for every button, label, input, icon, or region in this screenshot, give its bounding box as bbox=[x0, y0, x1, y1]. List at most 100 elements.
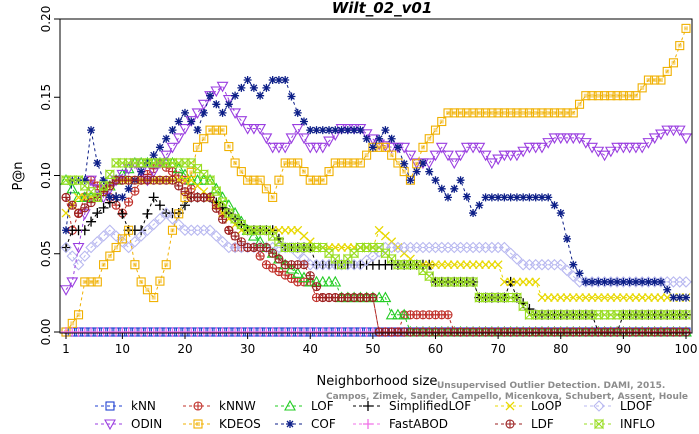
point-ldf bbox=[261, 242, 271, 253]
point-kdeos bbox=[424, 134, 434, 144]
point-kdeos bbox=[606, 91, 616, 101]
x-tick-label: 80 bbox=[553, 342, 568, 356]
point-kdeos bbox=[86, 277, 96, 287]
point-cof bbox=[494, 193, 503, 202]
point-ldof bbox=[97, 230, 110, 242]
point-odin bbox=[366, 134, 379, 146]
point-odin bbox=[510, 150, 523, 162]
x-axis-label: Neighborhood size bbox=[317, 374, 438, 389]
point-cof bbox=[231, 91, 240, 100]
legend-marker bbox=[594, 418, 604, 430]
point-odin bbox=[272, 142, 285, 154]
point-cof bbox=[450, 184, 459, 193]
point-odin bbox=[335, 124, 348, 135]
point-cof bbox=[155, 143, 164, 152]
x-axis: 1 10 20 30 40 50 60 70 80 90 100 bbox=[62, 332, 697, 356]
point-cof bbox=[650, 277, 659, 286]
point-lof bbox=[247, 229, 260, 241]
point-odin bbox=[122, 164, 135, 175]
point-cof bbox=[80, 176, 89, 185]
point-odin bbox=[172, 133, 185, 145]
point-ldf bbox=[368, 293, 378, 303]
point-kdeos bbox=[462, 108, 472, 118]
point-cof bbox=[99, 176, 108, 185]
legend-item-ldof: LDOF bbox=[584, 399, 652, 413]
point-odin bbox=[285, 133, 298, 145]
point-ldof bbox=[680, 276, 692, 288]
point-loop bbox=[625, 293, 635, 303]
point-kdeos bbox=[518, 108, 528, 118]
point-loop bbox=[462, 260, 472, 270]
y-tick-label: 0.20 bbox=[39, 6, 53, 33]
point-cof bbox=[631, 277, 640, 286]
point-odin bbox=[254, 124, 267, 135]
series-inflo bbox=[61, 157, 691, 321]
legend-marker bbox=[193, 401, 203, 411]
point-cof bbox=[462, 192, 471, 201]
point-ldof bbox=[104, 224, 116, 237]
legend-label: ODIN bbox=[131, 417, 162, 431]
point-odin bbox=[241, 124, 254, 135]
x-tick-label: 40 bbox=[303, 342, 318, 356]
point-kdeos bbox=[343, 158, 353, 168]
point-loop bbox=[556, 293, 566, 303]
point-simplifiedlof bbox=[154, 200, 165, 211]
point-kdeos bbox=[355, 158, 365, 168]
legend-marker bbox=[193, 419, 203, 429]
point-kdeos bbox=[468, 108, 478, 118]
point-lof bbox=[385, 308, 398, 320]
legend-item-kdeos: KDEOS bbox=[183, 417, 261, 431]
point-kdeos bbox=[650, 75, 660, 85]
point-kdeos bbox=[399, 167, 409, 177]
point-lof bbox=[78, 191, 91, 202]
x-tick-label: 20 bbox=[177, 342, 192, 356]
point-kdeos bbox=[493, 108, 503, 118]
point-loop bbox=[337, 243, 347, 252]
point-ldof bbox=[72, 258, 85, 271]
point-lof bbox=[379, 291, 392, 303]
point-cof bbox=[318, 126, 327, 135]
point-kdeos bbox=[512, 108, 522, 118]
point-loop bbox=[600, 293, 610, 303]
point-kdeos bbox=[556, 108, 566, 118]
legend-label: LDOF bbox=[620, 399, 652, 413]
legend-label: kNN bbox=[131, 399, 156, 413]
point-kdeos bbox=[418, 142, 428, 152]
point-kdeos bbox=[387, 150, 397, 160]
point-odin bbox=[304, 142, 317, 154]
point-cof bbox=[168, 126, 177, 135]
point-loop bbox=[606, 293, 616, 303]
point-lof bbox=[66, 182, 79, 194]
point-cof bbox=[306, 126, 315, 135]
credit-line-1: Unsupervised Outlier Detection. DAMI, 20… bbox=[437, 381, 665, 391]
point-ldf bbox=[299, 260, 309, 270]
series-line-ldf bbox=[65, 179, 686, 333]
legend-item-fastabod: FastABOD bbox=[353, 417, 448, 431]
point-odin bbox=[454, 150, 467, 162]
legend-item-odin: ODIN bbox=[95, 417, 162, 431]
point-cof bbox=[569, 260, 578, 269]
y-axis: 0.00 0.05 0.10 0.15 0.20 bbox=[39, 6, 61, 345]
point-kdeos bbox=[99, 260, 109, 270]
point-cof bbox=[431, 176, 440, 185]
point-kdeos bbox=[662, 66, 672, 76]
point-cof bbox=[475, 201, 484, 210]
point-cof bbox=[600, 277, 609, 286]
point-simplifiedlof bbox=[61, 242, 71, 253]
point-cof bbox=[669, 293, 678, 302]
point-odin bbox=[680, 133, 692, 145]
point-kdeos bbox=[618, 91, 628, 101]
point-kdeos bbox=[192, 142, 203, 152]
point-kdeos bbox=[105, 251, 115, 261]
series-line-lof bbox=[65, 162, 686, 333]
point-lof bbox=[316, 275, 329, 287]
point-loop bbox=[643, 293, 653, 303]
x-tick-label: 50 bbox=[365, 342, 380, 356]
point-loop bbox=[493, 260, 503, 270]
point-odin bbox=[179, 124, 191, 135]
legend-item-loop: LoOP bbox=[495, 399, 562, 413]
point-loop bbox=[550, 293, 559, 303]
point-inflo bbox=[681, 309, 691, 321]
point-cof bbox=[206, 91, 215, 100]
point-cof bbox=[193, 126, 202, 135]
